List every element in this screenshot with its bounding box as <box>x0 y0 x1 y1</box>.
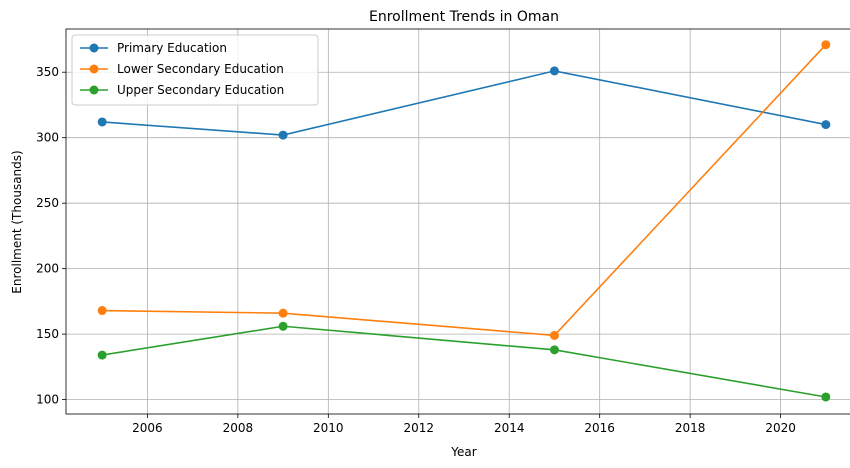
x-tick-label: 2012 <box>403 421 434 435</box>
legend-marker <box>89 43 99 53</box>
data-point <box>97 350 107 360</box>
y-tick-label: 350 <box>36 65 59 79</box>
x-tick-label: 2020 <box>765 421 796 435</box>
legend-label: Primary Education <box>117 41 227 55</box>
data-point <box>278 321 288 331</box>
legend-label: Upper Secondary Education <box>117 83 284 97</box>
legend-label: Lower Secondary Education <box>117 62 284 76</box>
series-line <box>102 44 827 337</box>
data-point <box>821 40 831 50</box>
x-axis-title: Year <box>450 445 476 459</box>
x-tick-label: 2016 <box>584 421 615 435</box>
x-tick-label: 2018 <box>675 421 706 435</box>
y-tick-label: 200 <box>36 262 59 276</box>
ticks: 2006 2008 2010 2012 2014 2016 2018 2020 100 150 20… <box>36 65 796 435</box>
chart-title: Enrollment Trends in Oman <box>369 9 559 25</box>
legend-marker <box>89 64 99 74</box>
legend-marker <box>89 85 99 95</box>
data-point <box>97 117 107 127</box>
x-tick-label: 2006 <box>132 421 163 435</box>
y-tick-label: 250 <box>36 196 59 210</box>
legend-box <box>71 34 319 106</box>
series-layer <box>97 40 831 402</box>
data-point <box>821 392 831 402</box>
data-point <box>549 345 559 355</box>
y-axis-title: Enrollment (Thousands) <box>10 150 24 293</box>
data-point <box>821 120 831 130</box>
series-line <box>102 325 826 398</box>
y-tick-label: 300 <box>36 131 59 145</box>
y-tick-label: 150 <box>36 327 59 341</box>
x-tick-label: 2010 <box>313 421 344 435</box>
data-point <box>97 306 107 316</box>
data-point <box>278 130 288 140</box>
data-point <box>278 308 288 318</box>
grid <box>66 29 850 414</box>
data-point <box>549 66 559 76</box>
legend: Primary Education Lower Secondary Educati… <box>71 34 319 106</box>
plot-frame <box>65 28 850 415</box>
x-tick-label: 2008 <box>223 421 254 435</box>
x-tick-label: 2014 <box>494 421 525 435</box>
series-line <box>102 70 826 136</box>
data-point <box>549 330 559 340</box>
y-tick-label: 100 <box>36 393 59 407</box>
